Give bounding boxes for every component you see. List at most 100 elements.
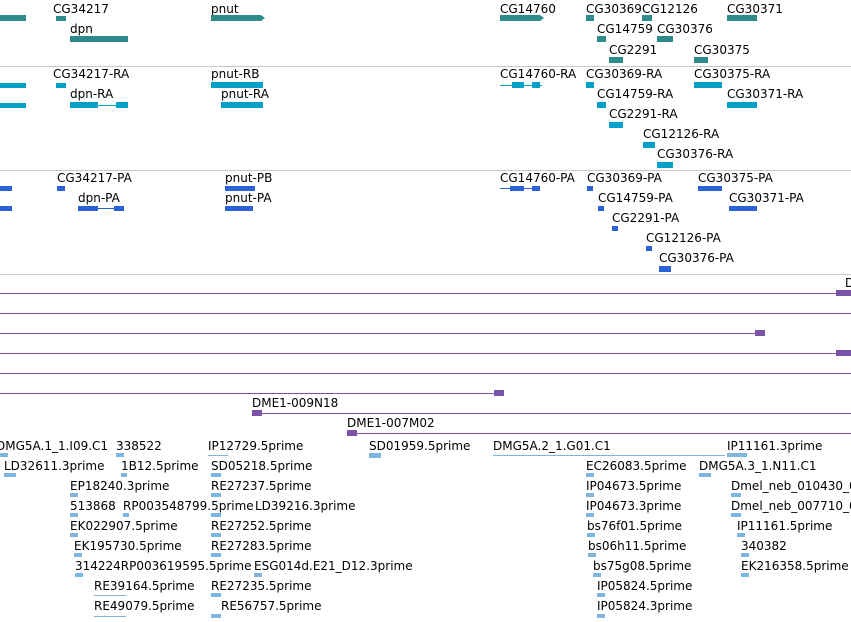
- protein-feature[interactable]: [0, 206, 12, 211]
- est-feature[interactable]: [254, 573, 262, 577]
- est-label[interactable]: EK216358.5prime: [741, 559, 849, 573]
- gene-feature[interactable]: [609, 57, 623, 63]
- est-feature[interactable]: [70, 533, 78, 537]
- clone-feature[interactable]: [0, 313, 851, 314]
- clone-feature[interactable]: [252, 413, 851, 414]
- est-label[interactable]: IP04673.5prime: [586, 479, 682, 493]
- est-label[interactable]: DMG5A.2_1.G01.C1: [493, 439, 611, 453]
- est-feature[interactable]: [587, 533, 595, 537]
- est-label[interactable]: IP04673.3prime: [586, 499, 682, 513]
- est-feature[interactable]: [588, 553, 596, 557]
- clone-feature[interactable]: [0, 393, 500, 394]
- protein-feature[interactable]: [78, 206, 98, 211]
- protein-label[interactable]: CG34217-PA: [57, 171, 132, 185]
- est-label[interactable]: Dmel_neb_010430_0: [731, 479, 851, 493]
- gene-label[interactable]: CG14759: [597, 22, 653, 36]
- est-label[interactable]: LD32611.3prime: [4, 459, 105, 473]
- protein-feature[interactable]: [532, 186, 540, 191]
- transcript-feature[interactable]: [512, 82, 524, 88]
- est-feature[interactable]: [586, 513, 594, 517]
- est-feature[interactable]: [94, 616, 126, 617]
- est-feature[interactable]: [493, 455, 725, 456]
- gene-feature[interactable]: [642, 15, 652, 21]
- est-feature[interactable]: [211, 533, 221, 537]
- est-feature[interactable]: [123, 513, 129, 517]
- protein-feature[interactable]: [659, 266, 671, 272]
- protein-label[interactable]: CG30369-PA: [587, 171, 662, 185]
- est-feature[interactable]: [0, 453, 8, 457]
- est-label[interactable]: RE56757.5prime: [221, 599, 322, 613]
- est-feature[interactable]: [741, 573, 749, 577]
- transcript-label[interactable]: CG14760-RA: [500, 67, 577, 81]
- transcript-label[interactable]: CG30371-RA: [727, 87, 804, 101]
- gene-label[interactable]: CG30375: [694, 43, 750, 57]
- clone-label[interactable]: DME1-007M02: [347, 416, 435, 430]
- protein-feature[interactable]: [57, 186, 65, 191]
- est-label[interactable]: bs06h11.5prime: [588, 539, 687, 553]
- est-feature[interactable]: [211, 473, 221, 477]
- gene-feature[interactable]: [586, 15, 594, 21]
- clone-feature[interactable]: [347, 433, 851, 434]
- protein-feature[interactable]: [612, 226, 618, 231]
- est-label[interactable]: RE27252.5prime: [211, 519, 312, 533]
- est-label[interactable]: 338522: [116, 439, 162, 453]
- transcript-feature[interactable]: [0, 83, 26, 88]
- protein-label[interactable]: CG14759-PA: [598, 191, 673, 205]
- gene-label[interactable]: dpn: [70, 22, 93, 36]
- protein-feature[interactable]: [510, 186, 524, 191]
- gene-label[interactable]: CG2291: [609, 43, 658, 57]
- transcript-feature[interactable]: [56, 83, 66, 88]
- transcript-label[interactable]: dpn-RA: [70, 87, 114, 101]
- est-feature[interactable]: [116, 453, 124, 457]
- est-label[interactable]: RE27237.5prime: [211, 479, 312, 493]
- gene-feature[interactable]: [56, 16, 66, 21]
- gene-feature[interactable]: [657, 36, 673, 42]
- est-feature[interactable]: [94, 595, 126, 596]
- est-label[interactable]: EK195730.5prime: [74, 539, 182, 553]
- gene-label[interactable]: pnut: [211, 2, 239, 16]
- est-feature[interactable]: [593, 573, 601, 577]
- transcript-label[interactable]: CG30376-RA: [657, 147, 734, 161]
- gene-label[interactable]: CG30369: [586, 2, 642, 16]
- transcript-feature[interactable]: [657, 162, 673, 168]
- transcript-feature[interactable]: [609, 122, 623, 128]
- est-label[interactable]: DMG5A.1_1.I09.C1: [0, 439, 109, 453]
- transcript-feature[interactable]: [221, 102, 263, 108]
- transcript-label[interactable]: CG12126-RA: [643, 127, 720, 141]
- est-label[interactable]: 340382: [741, 539, 787, 553]
- est-feature[interactable]: [208, 455, 228, 456]
- est-feature[interactable]: [211, 493, 221, 497]
- est-feature[interactable]: [731, 513, 741, 517]
- gene-label[interactable]: CG12126: [642, 2, 698, 16]
- protein-label[interactable]: CG30376-PA: [659, 251, 734, 265]
- est-label[interactable]: Dmel_neb_007710_0: [731, 499, 851, 513]
- clone-label[interactable]: DME1-009N18: [252, 396, 339, 410]
- gene-feature[interactable]: [727, 15, 757, 21]
- est-label[interactable]: EP18240.3prime: [70, 479, 170, 493]
- est-feature[interactable]: [121, 473, 127, 477]
- transcript-feature[interactable]: [0, 103, 26, 108]
- est-label[interactable]: RE39164.5prime: [94, 579, 195, 593]
- est-label[interactable]: 314224RP003619595.5prime: [75, 559, 252, 573]
- est-feature[interactable]: [70, 513, 78, 517]
- transcript-label[interactable]: pnut-RA: [221, 87, 269, 101]
- est-feature[interactable]: [70, 493, 78, 497]
- est-feature[interactable]: [737, 533, 745, 537]
- protein-feature[interactable]: [225, 186, 255, 191]
- gene-label[interactable]: CG30371: [727, 2, 783, 16]
- est-feature[interactable]: [597, 593, 605, 597]
- transcript-label[interactable]: CG14759-RA: [597, 87, 674, 101]
- est-label[interactable]: bs76f01.5prime: [587, 519, 683, 533]
- protein-label[interactable]: CG12126-PA: [646, 231, 721, 245]
- est-feature[interactable]: [731, 493, 741, 497]
- transcript-feature[interactable]: [643, 142, 655, 148]
- clone-label[interactable]: D: [845, 276, 851, 290]
- clone-feature[interactable]: [0, 293, 851, 294]
- est-label[interactable]: IP05824.5prime: [597, 579, 693, 593]
- protein-label[interactable]: CG30371-PA: [729, 191, 804, 205]
- est-label[interactable]: SD05218.5prime: [211, 459, 313, 473]
- transcript-feature[interactable]: [532, 82, 540, 88]
- gene-feature[interactable]: [694, 57, 708, 63]
- transcript-label[interactable]: CG2291-RA: [609, 107, 678, 121]
